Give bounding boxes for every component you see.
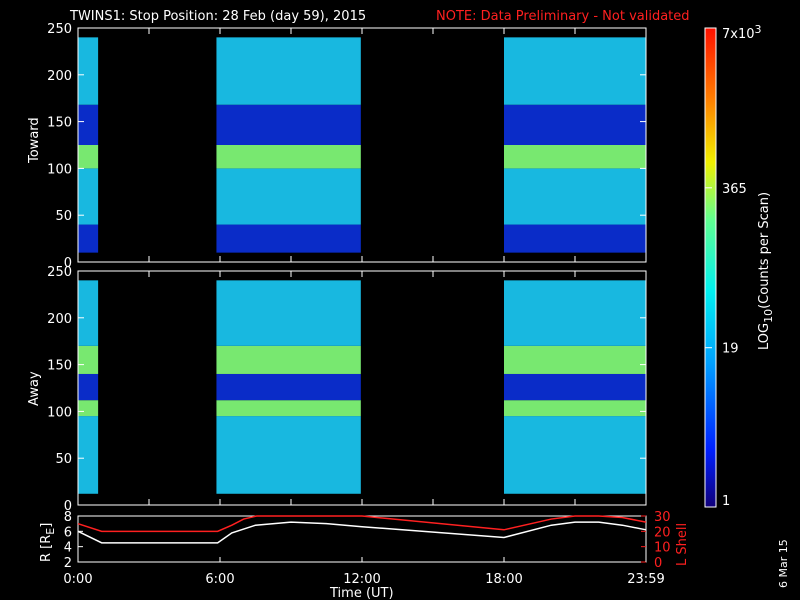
colorbar-label-end: (Counts per Scan) [757, 192, 772, 309]
heatmap-band-4 [78, 280, 99, 346]
y-tick-label: 200 [47, 312, 72, 327]
heatmap-band-3 [78, 345, 99, 374]
colorbar-tick-label-text: 365 [722, 182, 747, 197]
heatmap-band-3 [78, 104, 99, 145]
left-y-tick-label: 2 [64, 556, 72, 571]
y-tick-label: 0 [64, 256, 72, 271]
y-tick-label: 150 [47, 116, 72, 131]
y-axis-label: Toward [27, 117, 42, 164]
ephemeris-frame [77, 515, 647, 563]
heatmap-band-12 [504, 373, 646, 401]
heatmap-band-13 [504, 345, 646, 374]
heatmap-band-8 [216, 104, 361, 145]
heatmap-band-2 [78, 373, 99, 401]
left-y-tick-label: 8 [64, 510, 72, 525]
heatmap-band-14 [504, 280, 646, 346]
colorbar-tick-label: 1 [722, 494, 730, 509]
colorbar-tick-label-text: 7x10 [722, 27, 755, 42]
heatmap-band-0 [78, 416, 99, 494]
colorbar-tick-label-text: 19 [722, 342, 739, 357]
heatmap-band-0 [78, 224, 99, 253]
r-axis-label-sub: E [44, 528, 57, 535]
right-y-tick-label: 20 [654, 525, 671, 540]
colorbar-label-sub: 10 [762, 309, 775, 323]
left-y-tick-label: 4 [64, 541, 72, 556]
heatmap-band-13 [504, 104, 646, 145]
left-y-tick-label: 6 [64, 525, 72, 540]
right-y-tick-label: 30 [654, 510, 671, 525]
colorbar-tick-label: 19 [722, 342, 739, 357]
heatmap-band-2 [78, 145, 99, 169]
r-axis-label: R [RE] [39, 523, 57, 562]
colorbar-tick-label-sup: 3 [755, 23, 762, 36]
colorbar: 1 19 365 7x103 [704, 23, 762, 509]
lshell-axis-label: L Shell [675, 523, 690, 566]
heatmap-band-12 [504, 145, 646, 169]
colorbar-label-main: LOG [757, 323, 772, 350]
y-tick-label: 100 [47, 405, 72, 420]
heatmap-band-9 [216, 37, 361, 105]
date-stamp: 6 Mar 15 [777, 539, 790, 588]
right-y-tick-label: 10 [654, 541, 671, 556]
y-tick-label: 250 [47, 22, 72, 37]
heatmap-band-10 [504, 416, 646, 494]
y-tick-label: 50 [55, 209, 72, 224]
r-axis-label-main: R [R [39, 535, 54, 562]
series-line-r [77, 521, 647, 544]
x-tick-label: 6:00 [205, 572, 234, 587]
toward-panel: 0 50 100 150 200 250 Toward [27, 22, 647, 271]
y-tick-label: 150 [47, 359, 72, 374]
colorbar-tick-label: 7x103 [722, 23, 762, 42]
heatmap-band-5 [216, 416, 361, 494]
heatmap-band-8 [216, 345, 361, 374]
right-y-tick-label: 0 [654, 556, 662, 571]
away-panel: 0 50 100 150 200 250 Away [27, 265, 647, 514]
heatmap-band-5 [216, 224, 361, 253]
y-axis-label: Away [27, 371, 42, 406]
colorbar-tick-label: 365 [722, 182, 747, 197]
y-tick-label: 0 [64, 499, 72, 514]
heatmap-band-6 [216, 400, 361, 417]
heatmap-band-11 [504, 168, 646, 225]
heatmap-band-14 [504, 37, 646, 105]
chart-title: TWINS1: Stop Position: 28 Feb (day 59), … [69, 9, 366, 24]
colorbar-label: LOG10(Counts per Scan) [757, 192, 775, 350]
x-tick-label: 18:00 [485, 572, 522, 587]
y-tick-label: 250 [47, 265, 72, 280]
preliminary-note: NOTE: Data Preliminary - Not validated [436, 9, 690, 24]
x-axis-label: Time (UT) [329, 586, 394, 600]
r-axis-label-end: ] [39, 523, 54, 528]
colorbar-gradient [704, 27, 717, 508]
y-tick-label: 100 [47, 162, 72, 177]
heatmap-band-1 [78, 400, 99, 417]
heatmap-band-9 [216, 280, 361, 346]
heatmap-band-1 [78, 168, 99, 225]
x-tick-label: 12:00 [343, 572, 380, 587]
y-tick-label: 50 [55, 452, 72, 467]
x-tick-label: 0:00 [63, 572, 92, 587]
y-tick-label: 200 [47, 69, 72, 84]
series-line-l-shell [77, 515, 647, 533]
heatmap-band-7 [216, 145, 361, 169]
x-tick-label: 23:59 [627, 572, 664, 587]
heatmap-band-4 [78, 37, 99, 105]
heatmap-band-10 [504, 224, 646, 253]
heatmap-band-11 [504, 400, 646, 417]
heatmap-band-7 [216, 373, 361, 401]
heatmap-band-6 [216, 168, 361, 225]
colorbar-tick-label-text: 1 [722, 494, 730, 509]
